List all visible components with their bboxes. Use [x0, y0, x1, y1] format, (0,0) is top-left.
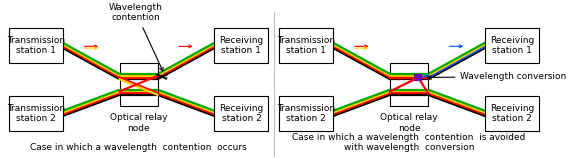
Text: Receiving
station 1: Receiving station 1 — [489, 36, 534, 55]
FancyBboxPatch shape — [279, 28, 333, 63]
Text: Receiving
station 2: Receiving station 2 — [219, 104, 264, 123]
FancyBboxPatch shape — [214, 28, 268, 63]
FancyBboxPatch shape — [120, 63, 158, 106]
Text: Wavelength
contention: Wavelength contention — [109, 3, 163, 71]
Text: Transmission
station 2: Transmission station 2 — [7, 104, 65, 123]
Text: Receiving
station 1: Receiving station 1 — [219, 36, 264, 55]
FancyBboxPatch shape — [279, 96, 333, 131]
Text: Case in which a wavelength  contention  occurs: Case in which a wavelength contention oc… — [30, 143, 247, 152]
Text: Optical relay
node: Optical relay node — [110, 113, 168, 133]
FancyBboxPatch shape — [390, 63, 428, 106]
FancyBboxPatch shape — [414, 73, 422, 82]
Text: Transmission
station 1: Transmission station 1 — [7, 36, 65, 55]
Text: Optical relay
node: Optical relay node — [380, 113, 438, 133]
Text: Transmission
station 2: Transmission station 2 — [277, 104, 335, 123]
FancyBboxPatch shape — [9, 96, 63, 131]
FancyBboxPatch shape — [9, 28, 63, 63]
Text: Transmission
station 1: Transmission station 1 — [277, 36, 335, 55]
FancyBboxPatch shape — [214, 96, 268, 131]
Text: Receiving
station 2: Receiving station 2 — [489, 104, 534, 123]
FancyBboxPatch shape — [485, 96, 539, 131]
Text: Wavelength conversion: Wavelength conversion — [428, 72, 567, 81]
Text: Case in which a wavelength  contention  is avoided
with wavelength  conversion: Case in which a wavelength contention is… — [292, 133, 526, 152]
FancyBboxPatch shape — [485, 28, 539, 63]
